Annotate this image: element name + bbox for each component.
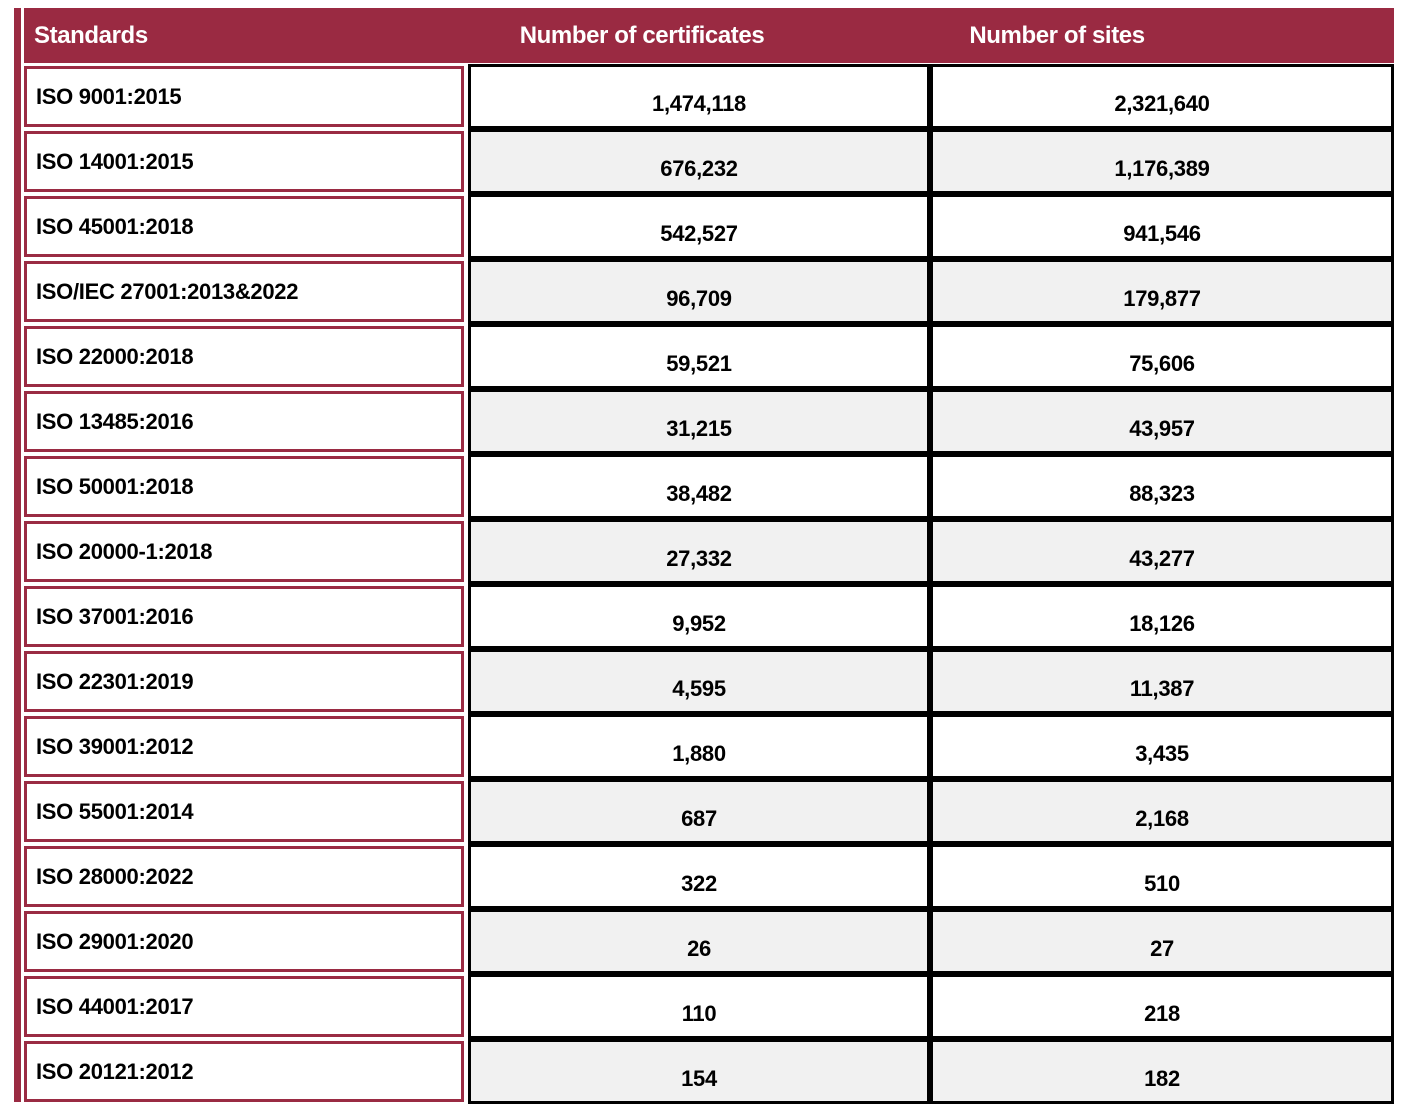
sites-cell: 2,168 xyxy=(930,779,1394,844)
standard-cell: ISO 22000:2018 xyxy=(24,326,464,387)
standard-cell: ISO 29001:2020 xyxy=(24,911,464,972)
table-row: ISO 37001:2016 9,952 18,126 xyxy=(24,584,1394,649)
table-row: ISO 20000-1:2018 27,332 43,277 xyxy=(24,519,1394,584)
certificates-cell: 96,709 xyxy=(468,259,930,324)
certificates-cell: 154 xyxy=(468,1039,930,1104)
standard-cell: ISO 9001:2015 xyxy=(24,66,464,127)
table-body: ISO 9001:2015 1,474,118 2,321,640 ISO 14… xyxy=(24,64,1394,1104)
sites-cell: 1,176,389 xyxy=(930,129,1394,194)
sites-cell: 27 xyxy=(930,909,1394,974)
sites-cell: 218 xyxy=(930,974,1394,1039)
table-row: ISO 28000:2022 322 510 xyxy=(24,844,1394,909)
standard-cell: ISO 22301:2019 xyxy=(24,651,464,712)
certificates-cell: 1,474,118 xyxy=(468,64,930,129)
certificates-cell: 9,952 xyxy=(468,584,930,649)
standard-cell: ISO/IEC 27001:2013&2022 xyxy=(24,261,464,322)
sites-cell: 3,435 xyxy=(930,714,1394,779)
standard-cell: ISO 20000-1:2018 xyxy=(24,521,464,582)
table-header-row: Standards Number of certificates Number … xyxy=(24,8,1394,63)
sites-cell: 11,387 xyxy=(930,649,1394,714)
certificates-cell: 27,332 xyxy=(468,519,930,584)
certificates-cell: 676,232 xyxy=(468,129,930,194)
standard-cell: ISO 13485:2016 xyxy=(24,391,464,452)
sites-cell: 2,321,640 xyxy=(930,64,1394,129)
standard-cell: ISO 55001:2014 xyxy=(24,781,464,842)
table-row: ISO 50001:2018 38,482 88,323 xyxy=(24,454,1394,519)
certificates-cell: 31,215 xyxy=(468,389,930,454)
sites-cell: 510 xyxy=(930,844,1394,909)
table-row: ISO 14001:2015 676,232 1,176,389 xyxy=(24,129,1394,194)
sites-cell: 18,126 xyxy=(930,584,1394,649)
sites-cell: 43,277 xyxy=(930,519,1394,584)
table-row: ISO 29001:2020 26 27 xyxy=(24,909,1394,974)
standards-table: Standards Number of certificates Number … xyxy=(24,8,1394,1104)
standard-cell: ISO 37001:2016 xyxy=(24,586,464,647)
sites-cell: 75,606 xyxy=(930,324,1394,389)
standard-cell: ISO 20121:2012 xyxy=(24,1041,464,1102)
table-row: ISO 9001:2015 1,474,118 2,321,640 xyxy=(24,64,1394,129)
certificates-cell: 26 xyxy=(468,909,930,974)
table-row: ISO 44001:2017 110 218 xyxy=(24,974,1394,1039)
sites-cell: 941,546 xyxy=(930,194,1394,259)
table-row: ISO/IEC 27001:2013&2022 96,709 179,877 xyxy=(24,259,1394,324)
certificates-cell: 542,527 xyxy=(468,194,930,259)
standard-cell: ISO 44001:2017 xyxy=(24,976,464,1037)
table-row: ISO 45001:2018 542,527 941,546 xyxy=(24,194,1394,259)
certificates-cell: 4,595 xyxy=(468,649,930,714)
certificates-cell: 59,521 xyxy=(468,324,930,389)
table-row: ISO 20121:2012 154 182 xyxy=(24,1039,1394,1104)
table-row: ISO 22000:2018 59,521 75,606 xyxy=(24,324,1394,389)
header-filler xyxy=(1263,8,1394,63)
sites-cell: 88,323 xyxy=(930,454,1394,519)
sites-cell: 182 xyxy=(930,1039,1394,1104)
certificates-cell: 322 xyxy=(468,844,930,909)
certificates-cell: 1,880 xyxy=(468,714,930,779)
standard-cell: ISO 45001:2018 xyxy=(24,196,464,257)
standard-cell: ISO 14001:2015 xyxy=(24,131,464,192)
certificates-cell: 38,482 xyxy=(468,454,930,519)
sites-cell: 43,957 xyxy=(930,389,1394,454)
header-cell-sites: Number of sites xyxy=(969,21,1145,49)
standard-cell: ISO 39001:2012 xyxy=(24,716,464,777)
sites-cell: 179,877 xyxy=(930,259,1394,324)
table-row: ISO 13485:2016 31,215 43,957 xyxy=(24,389,1394,454)
header-cell-standards: Standards xyxy=(34,21,148,49)
header-cell-certificates: Number of certificates xyxy=(519,21,765,49)
standard-cell: ISO 28000:2022 xyxy=(24,846,464,907)
table-row: ISO 22301:2019 4,595 11,387 xyxy=(24,649,1394,714)
standard-cell: ISO 50001:2018 xyxy=(24,456,464,517)
table-row: ISO 55001:2014 687 2,168 xyxy=(24,779,1394,844)
certificates-cell: 110 xyxy=(468,974,930,1039)
table-row: ISO 39001:2012 1,880 3,435 xyxy=(24,714,1394,779)
certificates-cell: 687 xyxy=(468,779,930,844)
table-left-border xyxy=(14,8,21,1102)
